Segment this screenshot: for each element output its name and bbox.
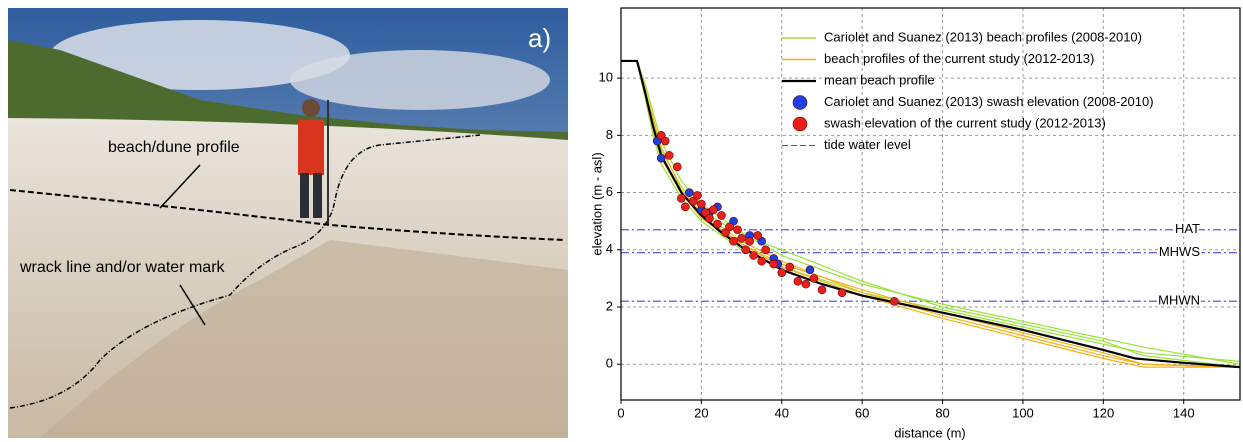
legend-label: Cariolet and Suanez (2013) beach profile… [824,29,1142,44]
y-tick-label: 6 [606,184,613,199]
scatter-point [805,265,815,275]
person-leg [300,173,309,218]
y-axis-label: elevation (m - asl) [589,152,604,255]
person-leg [313,173,322,218]
profile-line [621,60,1241,365]
y-tick-label: 10 [599,70,613,85]
plot-area [621,8,1240,400]
scatter-point [749,251,758,260]
x-tick-label: 0 [617,405,624,420]
legend-swatch [792,116,808,132]
scatter-point [769,259,779,269]
x-tick-label: 140 [1173,405,1195,420]
scatter-point [741,245,750,255]
scatter-point [761,245,771,255]
scatter-point [676,193,686,203]
arrow [179,284,206,326]
scatter-point [713,219,722,229]
scatter-point [725,222,734,232]
scatter-point [753,231,762,240]
chart: b) distance (m) elevation (m - asl) 0204… [589,7,1241,440]
legend-label: tide water level [824,137,911,152]
scatter-point [656,153,666,163]
x-axis-label: distance (m) [894,425,966,440]
y-tick-label: 8 [606,127,613,142]
scatter-point [837,288,847,298]
scatter-point [664,151,674,160]
scatter-point [733,225,742,235]
scatter-point [809,274,819,283]
wrack-line [9,134,481,409]
legend-label: mean beach profile [824,72,935,87]
x-tick-label: 100 [1012,405,1034,420]
scatter-point [890,296,899,306]
scatter-point [745,236,754,246]
annotation: wrack line and/or water mark [19,259,226,276]
panel-label: a) [528,23,551,53]
legend-label: Cariolet and Suanez (2013) swash elevati… [824,94,1154,109]
dune-profile-line [9,189,566,241]
y-tick-label: 2 [606,298,613,313]
scatter-point [737,234,746,243]
x-tick-label: 80 [935,405,949,420]
scatter-point [777,268,787,277]
y-tick-label: 4 [606,241,613,256]
legend-swatch [792,95,808,110]
scatter-point [660,136,670,146]
scatter-point [709,205,718,215]
y-tick-label: 0 [606,356,613,371]
person-head [302,99,320,117]
x-tick-label: 60 [855,405,869,420]
cloud [50,20,350,90]
legend-label: swash elevation of the current study (20… [824,115,1106,130]
scatter-point [717,211,726,220]
scatter-point [817,285,827,295]
x-tick-label: 120 [1092,405,1114,420]
arrow [159,164,201,209]
scatter-point [801,279,811,289]
legend-label: beach profiles of the current study (201… [824,51,1094,66]
plot-frame [620,7,1241,401]
scatter-point [685,188,694,197]
scatter-point [672,162,682,172]
scatter-point [705,214,714,223]
person [298,120,324,175]
scatter-point [729,236,738,246]
cloud [290,50,550,110]
wet-sand [40,240,568,438]
scatter-point [693,191,702,200]
scatter-point [757,256,766,266]
x-tick-label: 20 [694,405,708,420]
scatter-point [697,199,706,209]
tide-label: HAT [1175,221,1200,236]
scatter-point [681,202,690,212]
tide-label: MHWN [1158,293,1200,308]
scatter-point [785,262,795,272]
x-tick-label: 40 [775,405,789,420]
scatter-point [793,276,803,286]
tide-label: MHWS [1159,244,1200,259]
annotation: beach/dune profile [108,139,240,156]
photo: beach/dune profile wrack line and/or wat… [8,8,568,438]
